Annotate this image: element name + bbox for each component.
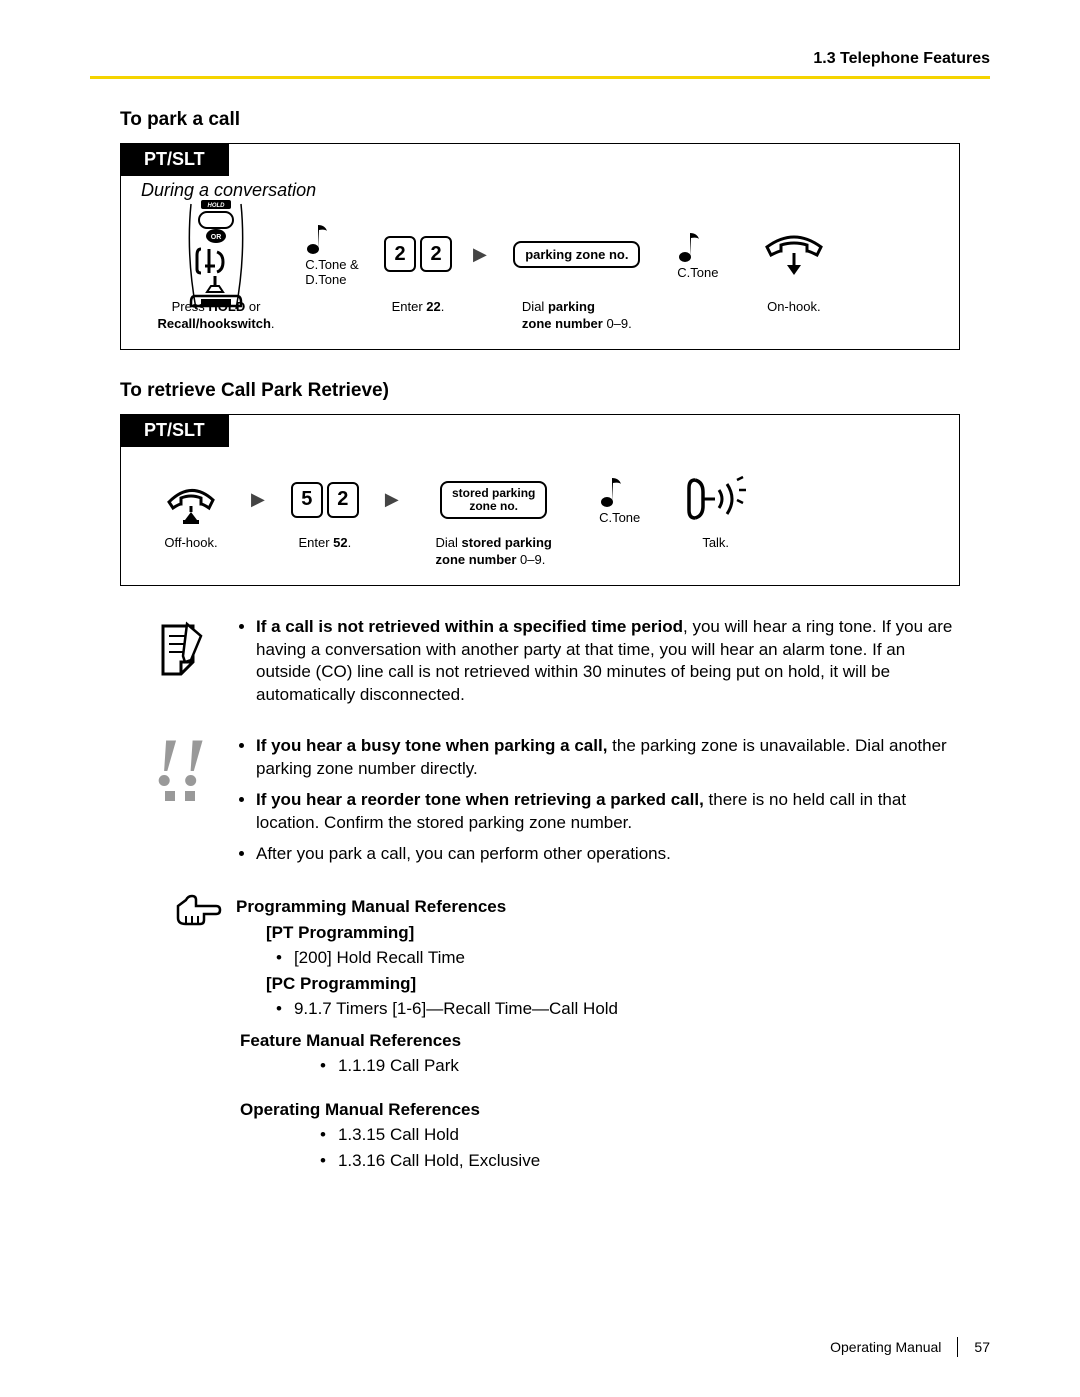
arrow-icon: ▶	[247, 465, 269, 535]
procedure-retrieve: PT/SLT Off-hook. ▶	[120, 414, 960, 586]
arrow-icon: ▶	[381, 465, 403, 535]
retrieve-step3-label: Dial stored parking zone number 0–9.	[436, 535, 552, 569]
onhook-icon	[759, 229, 829, 279]
tab-ptslt-2: PT/SLT	[120, 414, 229, 447]
pointing-hand-icon	[174, 894, 222, 928]
music-note-icon	[305, 221, 333, 257]
note2-text: If you hear a busy tone when parking a c…	[230, 735, 960, 874]
hold-hookswitch-icon: HOLD OR	[171, 194, 261, 314]
op-ref-1: 1.3.15 Call Hold	[338, 1122, 459, 1148]
music-note-icon	[599, 474, 627, 510]
pill-parking-zone: parking zone no.	[513, 241, 640, 268]
divider-rule	[90, 76, 990, 79]
page-footer: Operating Manual 57	[830, 1337, 990, 1357]
section-title-retrieve: To retrieve Call Park Retrieve)	[120, 380, 990, 402]
retrieve-tone: C.Tone	[599, 510, 640, 525]
feat-ref-1: 1.1.19 Call Park	[338, 1053, 459, 1079]
exclaim-icon: !!	[154, 739, 207, 801]
pt-ref-1: [200] Hold Recall Time	[294, 945, 465, 971]
retrieve-step2-label: Enter 52.	[298, 535, 351, 552]
op-refs-title: Operating Manual References	[240, 1097, 960, 1123]
procedure-park: PT/SLT During a conversation HOLD OR	[120, 143, 960, 350]
park-tone1: C.Tone &D.Tone	[305, 257, 358, 287]
svg-text:HOLD: HOLD	[208, 203, 226, 209]
music-note-icon	[677, 229, 705, 265]
note1-text: If a call is not retrieved within a spec…	[230, 616, 960, 716]
park-step4-label: On-hook.	[767, 299, 820, 316]
svg-text:OR: OR	[211, 234, 222, 241]
digits-52: 5 2	[291, 482, 359, 518]
retrieve-step4-label: Talk.	[702, 535, 729, 552]
digits-22: 2 2	[384, 236, 452, 272]
pc-ref-1: 9.1.7 Timers [1-6]—Recall Time—Call Hold	[294, 996, 618, 1022]
park-step3-label: Dial parking zone number 0–9.	[522, 299, 632, 333]
park-step2-label: Enter 22.	[392, 299, 445, 316]
park-tone2: C.Tone	[677, 265, 718, 280]
talk-icon	[681, 472, 751, 527]
tab-ptslt: PT/SLT	[120, 143, 229, 176]
pt-prog-heading: [PT Programming]	[266, 920, 618, 946]
pill-stored-zone: stored parkingzone no.	[440, 481, 547, 519]
section-title-park: To park a call	[120, 109, 990, 131]
pc-prog-heading: [PC Programming]	[266, 971, 618, 997]
park-step1-label: Press HOLD or Recall/hookswitch.	[157, 299, 274, 333]
header-section: 1.3 Telephone Features	[90, 50, 990, 68]
op-ref-2: 1.3.16 Call Hold, Exclusive	[338, 1148, 540, 1174]
arrow-icon: ▶	[469, 209, 491, 299]
retrieve-step1-label: Off-hook.	[164, 535, 217, 552]
offhook-icon	[161, 472, 221, 527]
note-icon	[153, 620, 207, 680]
prog-refs-title: Programming Manual References	[236, 894, 618, 920]
feat-refs-title: Feature Manual References	[240, 1028, 960, 1054]
